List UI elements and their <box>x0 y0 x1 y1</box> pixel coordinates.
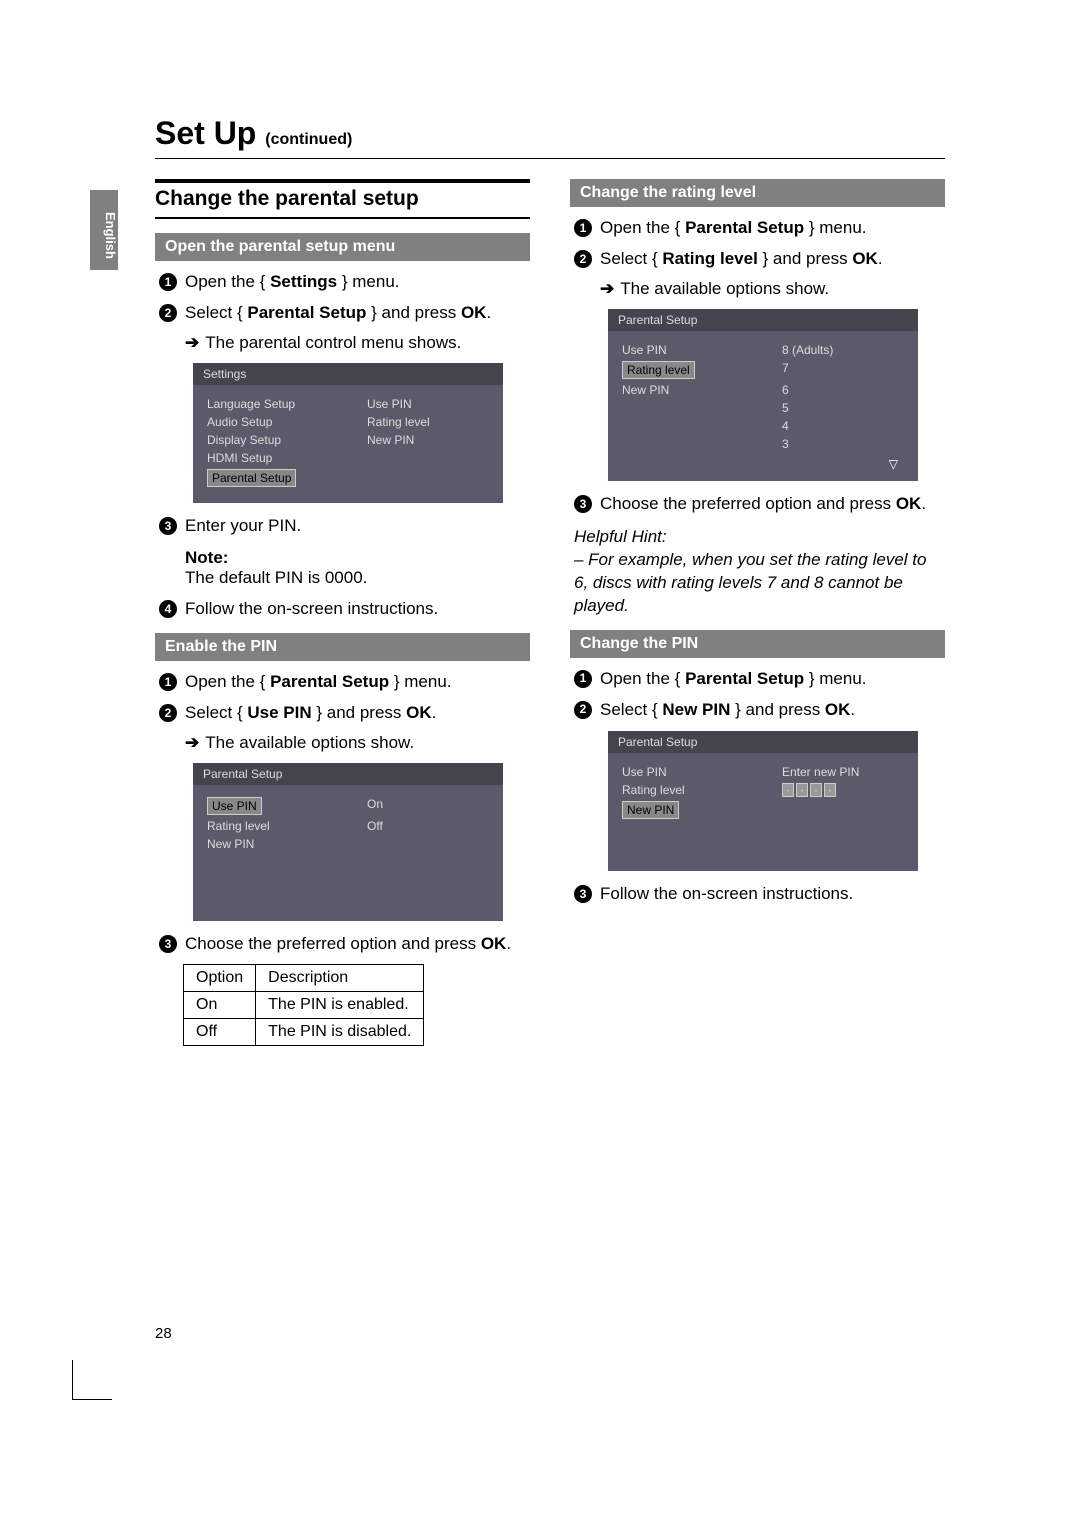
step-2: 2 Select { New PIN } and press OK. <box>570 699 945 722</box>
step-3: 3 Choose the preferred option and press … <box>570 493 945 516</box>
osd-parental-menu: Parental Setup Use PINOn Rating levelOff… <box>193 763 503 921</box>
right-column: Change the rating level 1 Open the { Par… <box>570 179 945 1054</box>
title-main: Set Up <box>155 115 256 151</box>
osd-new-pin-menu: Parental Setup Use PINEnter new PIN Rati… <box>608 731 918 871</box>
step-number: 1 <box>574 219 592 237</box>
osd-title: Parental Setup <box>608 309 918 331</box>
arrow-icon: ➔ <box>600 279 614 299</box>
step-number: 1 <box>159 673 177 691</box>
page-number: 28 <box>155 1325 172 1342</box>
result-line: ➔The available options show. <box>570 279 945 299</box>
step-number: 3 <box>574 885 592 903</box>
step-number: 4 <box>159 600 177 618</box>
osd-rating-menu: Parental Setup Use PIN8 (Adults) Rating … <box>608 309 918 481</box>
step-3: 3Follow the on-screen instructions. <box>570 883 945 906</box>
step-number: 1 <box>574 670 592 688</box>
step-1: 1 Open the { Parental Setup } menu. <box>570 668 945 691</box>
step-number: 2 <box>574 701 592 719</box>
section-heading: Change the parental setup <box>155 179 530 219</box>
result-line: ➔The parental control menu shows. <box>155 333 530 353</box>
arrow-icon: ➔ <box>185 333 199 353</box>
subsection-header: Change the rating level <box>570 179 945 207</box>
osd-title: Parental Setup <box>193 763 503 785</box>
pin-entry-boxes: ---- <box>782 783 836 797</box>
page-content: Set Up (continued) Change the parental s… <box>155 115 945 1054</box>
step-number: 3 <box>159 935 177 953</box>
title-sub: (continued) <box>265 131 352 148</box>
osd-title: Parental Setup <box>608 731 918 753</box>
step-number: 2 <box>574 250 592 268</box>
subsection-header: Enable the PIN <box>155 633 530 661</box>
chevron-down-icon: ▽ <box>608 457 918 471</box>
osd-settings-menu: Settings Language SetupUse PIN Audio Set… <box>193 363 503 503</box>
step-number: 2 <box>159 704 177 722</box>
step-2: 2 Select { Parental Setup } and press OK… <box>155 302 530 325</box>
subsection-header: Open the parental setup menu <box>155 233 530 261</box>
hint-block: Helpful Hint: – For example, when you se… <box>574 526 945 618</box>
step-1: 1 Open the { Parental Setup } menu. <box>155 671 530 694</box>
osd-title: Settings <box>193 363 503 385</box>
arrow-icon: ➔ <box>185 733 199 753</box>
step-number: 3 <box>574 495 592 513</box>
subsection-header: Change the PIN <box>570 630 945 658</box>
step-3: 3Enter your PIN. <box>155 515 530 538</box>
language-tab: English <box>90 190 118 270</box>
step-number: 1 <box>159 273 177 291</box>
step-1: 1 Open the { Parental Setup } menu. <box>570 217 945 240</box>
step-4: 4Follow the on-screen instructions. <box>155 598 530 621</box>
crop-mark <box>72 1360 112 1400</box>
step-number: 2 <box>159 304 177 322</box>
step-2: 2 Select { Rating level } and press OK. <box>570 248 945 271</box>
result-line: ➔The available options show. <box>155 733 530 753</box>
step-3: 3 Choose the preferred option and press … <box>155 933 530 956</box>
step-1: 1 Open the { Settings } menu. <box>155 271 530 294</box>
page-title: Set Up (continued) <box>155 115 945 159</box>
step-number: 3 <box>159 517 177 535</box>
options-table: OptionDescription OnThe PIN is enabled. … <box>183 964 424 1046</box>
step-2: 2 Select { Use PIN } and press OK. <box>155 702 530 725</box>
left-column: Change the parental setup Open the paren… <box>155 179 530 1054</box>
note-block: Note: The default PIN is 0000. <box>155 548 530 588</box>
